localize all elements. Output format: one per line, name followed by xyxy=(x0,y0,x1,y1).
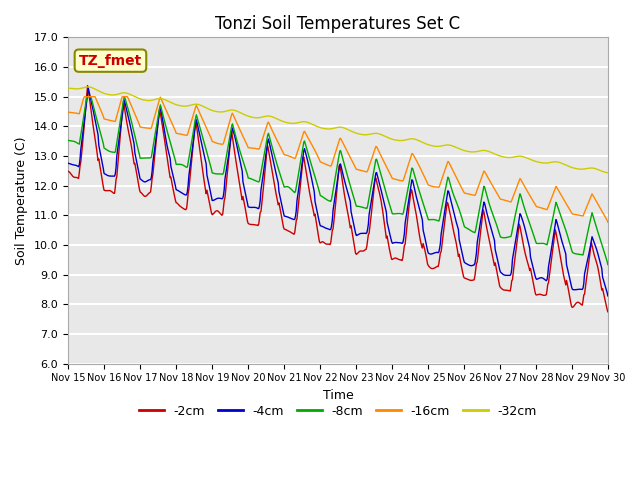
X-axis label: Time: Time xyxy=(323,389,353,402)
Text: TZ_fmet: TZ_fmet xyxy=(79,54,142,68)
Legend: -2cm, -4cm, -8cm, -16cm, -32cm: -2cm, -4cm, -8cm, -16cm, -32cm xyxy=(134,400,542,423)
Y-axis label: Soil Temperature (C): Soil Temperature (C) xyxy=(15,136,28,265)
Title: Tonzi Soil Temperatures Set C: Tonzi Soil Temperatures Set C xyxy=(215,15,461,33)
